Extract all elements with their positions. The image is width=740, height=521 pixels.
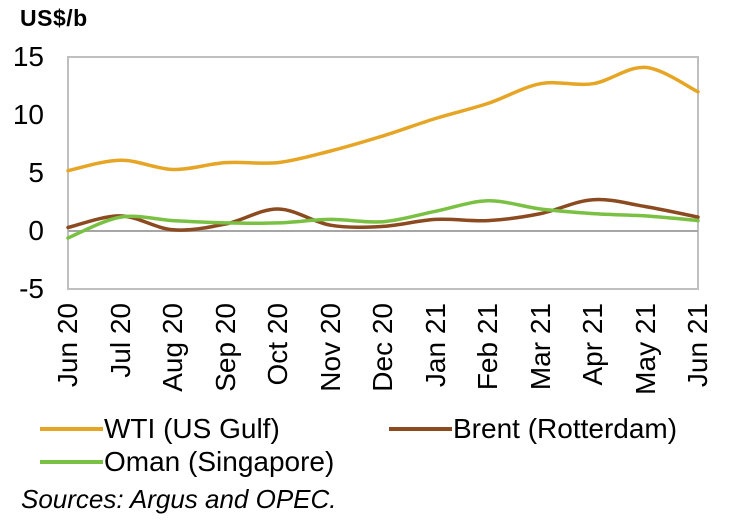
x-axis-tick-label: Jul 20: [104, 303, 136, 378]
x-axis-tick-label: Jun 21: [682, 303, 713, 388]
series-line-brent-rotterdam: [66, 197, 700, 232]
x-axis-tick-label: Jan 21: [419, 303, 451, 388]
x-axis-tick-label: Apr 21: [577, 303, 608, 386]
x-axis-tick-label: Oct 20: [262, 303, 293, 386]
x-axis-tick-label: Nov 20: [314, 303, 346, 392]
y-axis-tick-label: -5: [19, 273, 44, 304]
plot-canvas: [66, 56, 700, 290]
legend-swatch-brent-rotterdam: [389, 427, 452, 431]
legend-label-brent-rotterdam: Brent (Rotterdam): [453, 413, 678, 444]
y-axis-tick-label: 10: [12, 99, 44, 130]
x-axis-tick-label: Sep 20: [209, 303, 241, 392]
legend-label-oman-singapore: Oman (Singapore): [104, 446, 335, 477]
x-axis-tick-label: Aug 20: [157, 303, 188, 392]
legend-swatch-oman-singapore: [40, 460, 103, 464]
legend-swatch-wti-us-gulf: [40, 427, 103, 431]
x-axis-tick-label: Feb 21: [472, 303, 503, 391]
y-axis-tick-label: 15: [12, 41, 44, 72]
x-axis-tick-label: Dec 20: [367, 303, 398, 392]
sources-note: Sources: Argus and OPEC.: [21, 484, 337, 514]
y-axis-tick-label: 0: [28, 215, 44, 246]
series-line-wti-us-gulf: [66, 65, 700, 173]
x-axis-tick-label: May 21: [629, 303, 661, 395]
x-axis-tick-label: Mar 21: [524, 303, 556, 391]
series-line-oman-singapore: [66, 199, 700, 240]
chart-title: US$/b: [20, 5, 88, 31]
y-axis-tick-label: 5: [28, 157, 44, 188]
legend-label-wti-us-gulf: WTI (US Gulf): [104, 413, 280, 444]
plot-frame: [67, 56, 699, 290]
x-axis-tick-label: Jun 20: [52, 303, 83, 388]
